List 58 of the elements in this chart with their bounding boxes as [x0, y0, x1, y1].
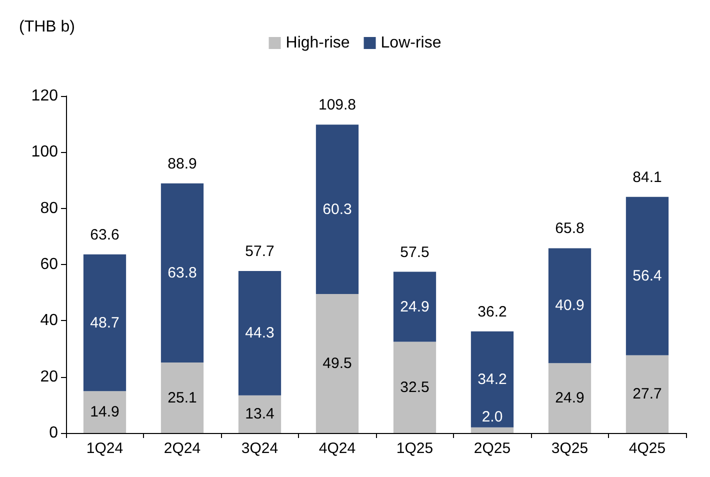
bar: [470, 331, 514, 428]
bar: [160, 183, 204, 363]
x-tick-label: 1Q25: [396, 440, 434, 457]
data-label: 49.5: [322, 354, 352, 372]
data-label: 25.1: [168, 389, 197, 406]
data-label: 48.7: [90, 314, 120, 332]
total-label: 84.1: [632, 168, 662, 186]
total-label: 109.8: [318, 96, 356, 114]
bar: [316, 124, 359, 294]
bar: [238, 270, 282, 396]
total-label: 57.5: [400, 244, 430, 261]
y-tick-label: 0: [49, 424, 58, 442]
x-tick-label: 3Q25: [551, 440, 588, 457]
legend-label: Low-rise: [380, 34, 442, 52]
total-label: 63.6: [90, 226, 120, 244]
bar: [626, 355, 669, 433]
y-axis-title: (THB b): [19, 18, 75, 36]
data-label: 27.7: [632, 386, 662, 403]
y-tick-label: 80: [40, 200, 58, 217]
total-label: 57.7: [245, 242, 274, 260]
y-tick-label: 100: [31, 144, 58, 161]
data-label: 34.2: [478, 370, 507, 388]
x-tick-label: 2Q24: [164, 440, 201, 457]
data-label: 24.9: [400, 298, 430, 316]
total-label: 65.8: [555, 220, 584, 238]
x-tick-label: 4Q25: [628, 440, 666, 457]
legend-label: High-rise: [286, 34, 350, 52]
x-tick-label: 2Q25: [474, 440, 511, 457]
bar: [160, 362, 204, 433]
data-label: 32.5: [400, 378, 430, 396]
data-label: 2.0: [482, 408, 503, 426]
bar: [316, 294, 359, 433]
x-tick-label: 4Q24: [318, 440, 356, 457]
y-tick-label: 20: [40, 368, 58, 386]
total-label: 36.2: [478, 303, 507, 320]
data-label: 13.4: [245, 406, 274, 423]
bar: [548, 248, 592, 364]
x-tick-label: 1Q24: [86, 440, 124, 457]
bar: [393, 272, 436, 342]
bar: [393, 342, 436, 433]
data-label: 63.8: [168, 264, 197, 282]
bar: [548, 363, 592, 433]
bar: [626, 196, 669, 356]
data-label: 14.9: [90, 404, 120, 421]
x-tick-label: 3Q24: [241, 440, 278, 457]
bar: [83, 391, 126, 433]
bar: [238, 395, 282, 433]
bar: [470, 427, 514, 433]
total-label: 88.9: [168, 155, 197, 172]
data-label: 24.9: [555, 390, 584, 407]
data-label: 60.3: [322, 200, 352, 218]
y-tick-label: 120: [31, 88, 58, 104]
y-tick-label: 60: [40, 256, 58, 273]
data-label: 56.4: [632, 268, 662, 285]
data-label: 44.3: [245, 324, 274, 342]
bar: [83, 254, 126, 392]
y-tick-label: 40: [40, 312, 58, 330]
data-label: 40.9: [555, 297, 584, 314]
